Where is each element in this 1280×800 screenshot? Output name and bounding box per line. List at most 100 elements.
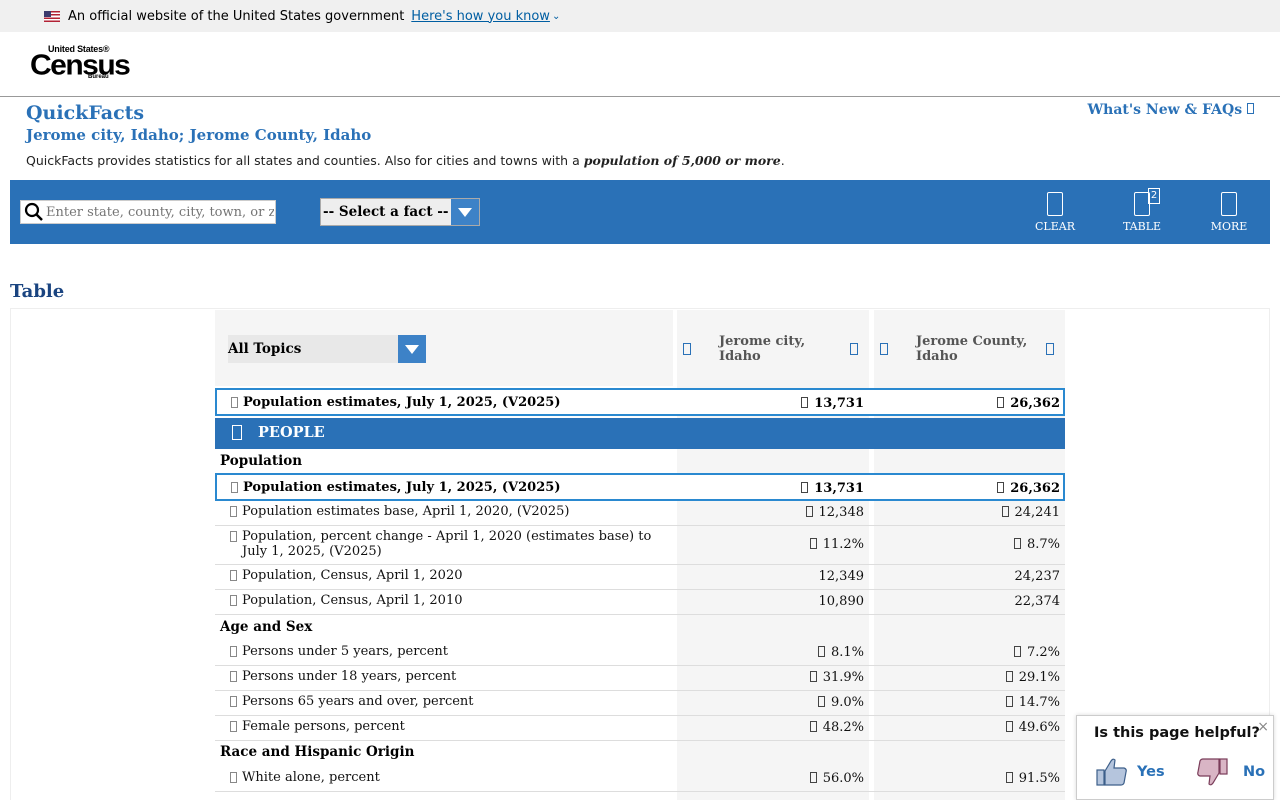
table-row[interactable]: Population, Census, April 1, 2010 10,890…	[215, 590, 1065, 615]
row-value-city: 31.9%	[809, 670, 864, 685]
info-icon[interactable]	[1013, 646, 1021, 657]
info-icon[interactable]	[230, 570, 237, 581]
row-label: Population, percent change - April 1, 20…	[242, 529, 652, 559]
search-toolbar: -- Select a fact -- CLEAR 2 TABLE MORE	[10, 180, 1270, 244]
value-text: 26,362	[1010, 481, 1060, 496]
info-icon[interactable]	[230, 721, 237, 732]
row-value-city: 48.2%	[809, 720, 864, 735]
remove-column-icon[interactable]	[1046, 343, 1054, 355]
value-text: 12,348	[818, 505, 865, 520]
table-count-badge: 2	[1148, 188, 1160, 204]
row-value-city: 13,731	[801, 396, 864, 411]
table-row[interactable]: White alone, percent 56.0% 91.5%	[215, 767, 1065, 792]
feedback-no-button[interactable]: No	[1195, 756, 1265, 788]
info-icon[interactable]	[805, 506, 813, 517]
search-input[interactable]	[46, 204, 274, 220]
value-text: 91.5%	[1018, 771, 1060, 786]
category-row: Age and Sex	[215, 615, 1065, 641]
feedback-question: Is this page helpful?	[1094, 725, 1260, 741]
info-icon[interactable]	[801, 397, 809, 408]
more-icon	[1221, 192, 1237, 216]
reorder-icon[interactable]	[683, 343, 691, 355]
pinned-fact-row[interactable]: Population estimates, July 1, 2025, (V20…	[215, 388, 1065, 416]
table-button[interactable]: 2 TABLE	[1112, 188, 1172, 236]
table-row[interactable]: Population estimates, July 1, 2025, (V20…	[215, 473, 1065, 501]
info-icon[interactable]	[231, 397, 238, 408]
info-icon[interactable]	[230, 646, 237, 657]
external-link-icon	[1247, 103, 1254, 114]
info-icon[interactable]	[230, 531, 237, 542]
site-header: United States® Census Bureau	[0, 32, 1280, 97]
info-icon[interactable]	[809, 671, 817, 682]
info-icon[interactable]	[817, 646, 825, 657]
census-logo[interactable]: United States® Census Bureau	[30, 44, 131, 84]
table-row[interactable]: Persons 65 years and over, percent 9.0% …	[215, 691, 1065, 716]
clear-button[interactable]: CLEAR	[1025, 192, 1085, 236]
reorder-icon[interactable]	[880, 343, 888, 355]
remove-column-icon[interactable]	[850, 343, 858, 355]
table-row[interactable]: Population estimates base, April 1, 2020…	[215, 501, 1065, 526]
info-icon[interactable]	[1005, 721, 1013, 732]
more-button[interactable]: MORE	[1199, 192, 1259, 236]
info-icon[interactable]	[230, 772, 237, 783]
whats-new-faqs-link[interactable]: What's New & FAQs	[1087, 102, 1254, 118]
info-icon[interactable]	[230, 595, 237, 606]
category-label: Race and Hispanic Origin	[220, 744, 415, 760]
chevron-down-icon[interactable]	[398, 335, 426, 363]
column-header-city: Jerome city, Idaho	[719, 334, 806, 364]
row-value-city: 9.0%	[817, 695, 864, 710]
info-icon[interactable]	[230, 696, 237, 707]
category-label: Population	[220, 453, 303, 469]
value-text: 9.0%	[830, 695, 864, 710]
page-subtitle: Jerome city, Idaho; Jerome County, Idaho	[26, 126, 372, 144]
info-icon[interactable]	[1013, 538, 1021, 549]
table-row[interactable]: Population, Census, April 1, 2020 12,349…	[215, 565, 1065, 590]
table-row[interactable]: Female persons, percent 48.2% 49.6%	[215, 716, 1065, 741]
feedback-widget: Is this page helpful? × Yes No	[1076, 715, 1274, 800]
row-value-city: 11.2%	[809, 537, 864, 552]
chevron-down-icon[interactable]: ⌄	[551, 10, 561, 22]
close-icon[interactable]: ×	[1257, 719, 1269, 735]
info-icon[interactable]	[809, 538, 817, 549]
value-text: 8.1%	[830, 645, 864, 660]
table-row[interactable]: Persons under 18 years, percent 31.9% 29…	[215, 666, 1065, 691]
row-value-city: 12,348	[805, 505, 865, 520]
info-icon[interactable]	[231, 482, 238, 493]
row-value-county: 26,362	[997, 481, 1060, 496]
info-icon[interactable]	[801, 482, 809, 493]
search-box[interactable]	[20, 200, 276, 224]
fact-select-label: -- Select a fact --	[323, 204, 449, 220]
info-icon[interactable]	[817, 696, 825, 707]
info-icon[interactable]	[809, 772, 817, 783]
info-icon[interactable]	[809, 721, 817, 732]
info-icon[interactable]	[230, 671, 237, 682]
info-icon[interactable]	[1005, 696, 1013, 707]
page-description: QuickFacts provides statistics for all s…	[26, 153, 785, 168]
page-title[interactable]: QuickFacts	[26, 102, 145, 124]
people-section-header[interactable]: PEOPLE	[215, 418, 1065, 449]
desc-prefix: QuickFacts provides statistics for all s…	[26, 153, 584, 168]
info-icon[interactable]	[1005, 671, 1013, 682]
info-icon[interactable]	[230, 506, 237, 517]
row-value-county: 7.2%	[1013, 645, 1060, 660]
feedback-yes-button[interactable]: Yes	[1095, 756, 1165, 788]
row-label: Population estimates base, April 1, 2020…	[242, 504, 570, 519]
row-value-city: 10,890	[818, 594, 865, 609]
info-icon[interactable]	[1005, 772, 1013, 783]
heres-how-you-know-link[interactable]: Here's how you know	[411, 8, 550, 24]
value-text: 11.2%	[822, 537, 864, 552]
info-icon[interactable]	[997, 482, 1005, 493]
value-text: 13,731	[814, 396, 864, 411]
fact-select-dropdown[interactable]: -- Select a fact --	[320, 198, 480, 226]
table-icon	[1134, 192, 1150, 216]
table-row[interactable]: Persons under 5 years, percent 8.1% 7.2%	[215, 641, 1065, 666]
row-value-county: 8.7%	[1013, 537, 1060, 552]
info-icon[interactable]	[997, 397, 1005, 408]
table-row[interactable]: Population, percent change - April 1, 20…	[215, 526, 1065, 565]
chevron-down-icon[interactable]	[451, 199, 479, 225]
all-topics-dropdown[interactable]: All Topics	[228, 335, 426, 363]
info-icon[interactable]	[1001, 506, 1009, 517]
clear-label: CLEAR	[1035, 220, 1075, 233]
row-value-city: 13,731	[801, 481, 864, 496]
table-frame	[10, 308, 1270, 800]
